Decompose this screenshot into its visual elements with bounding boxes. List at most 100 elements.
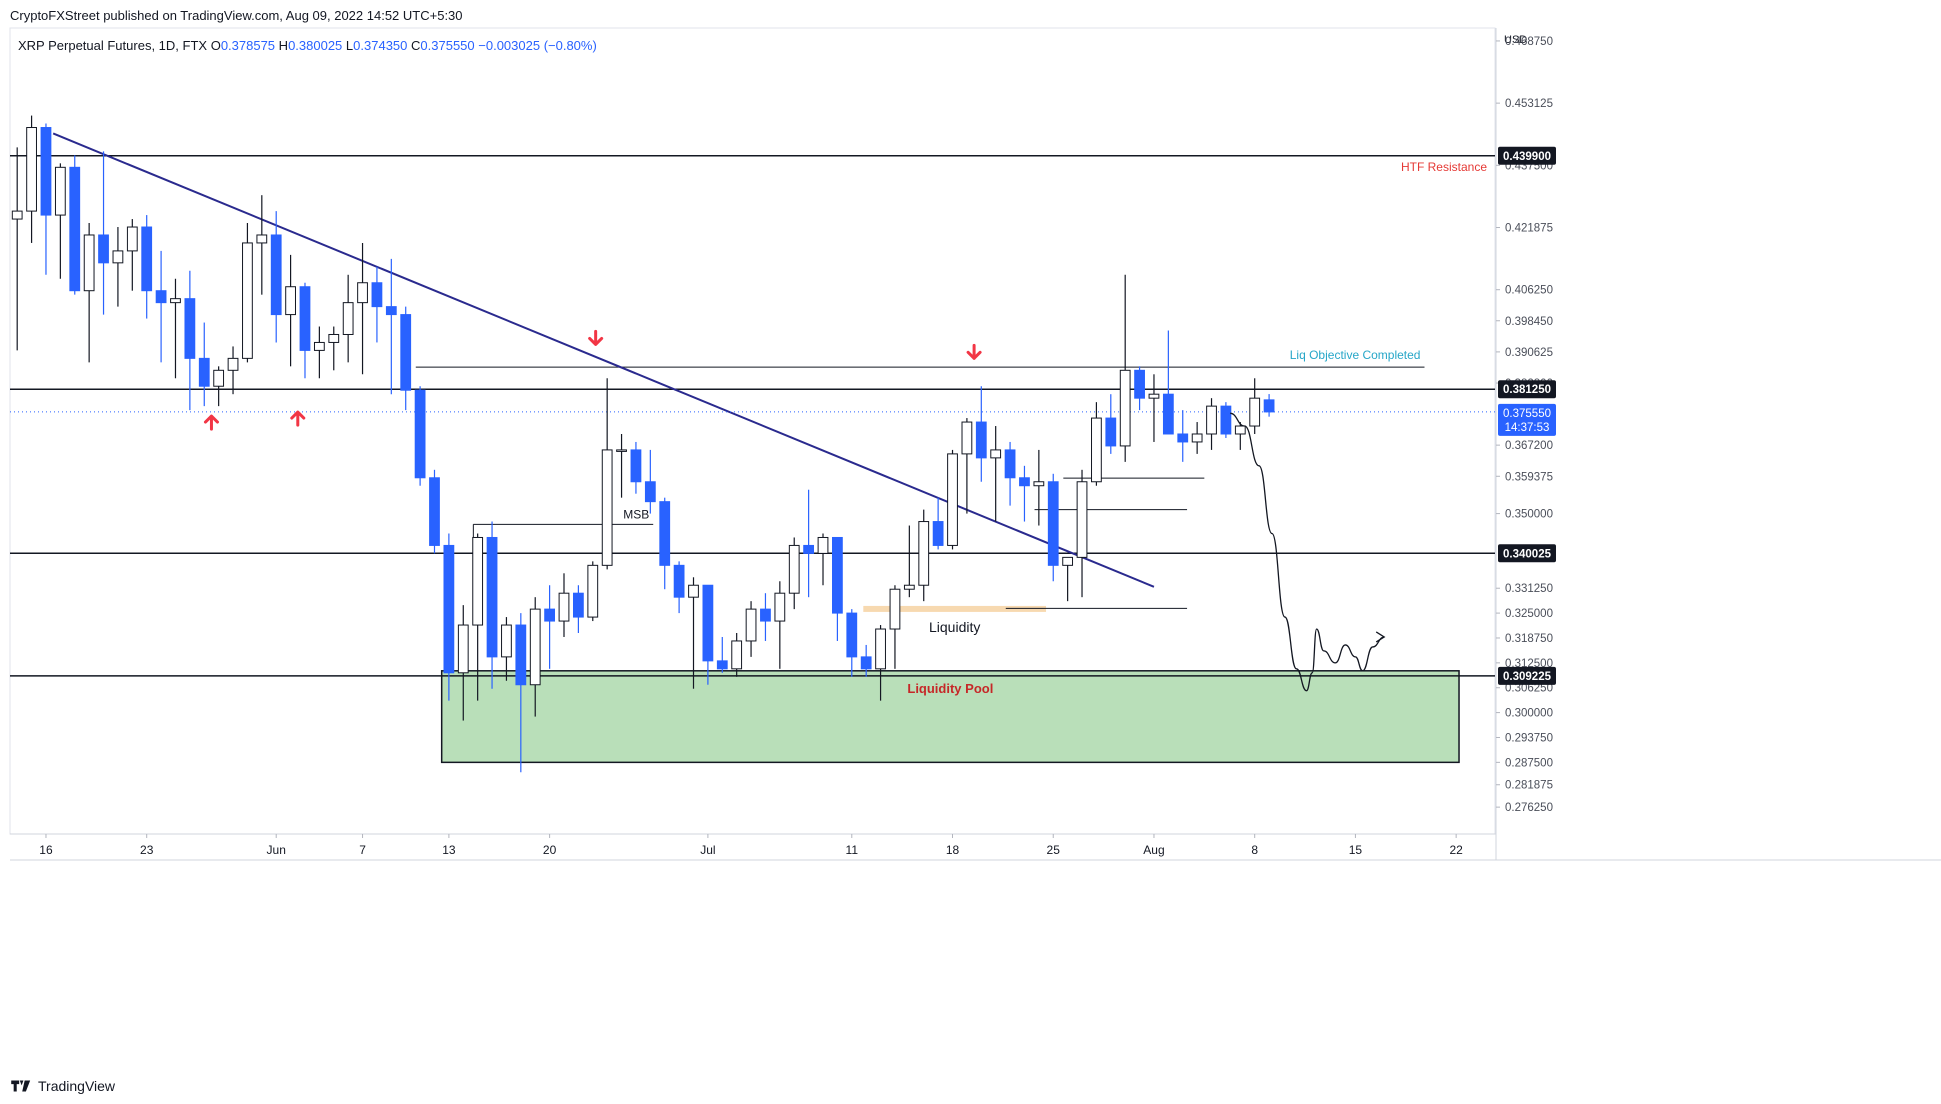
- candle-body: [702, 584, 714, 662]
- candle-body: [875, 628, 886, 670]
- candle: [83, 223, 95, 363]
- candle: [587, 561, 599, 622]
- low-value: 0.374350: [353, 38, 408, 53]
- candle: [1091, 402, 1102, 486]
- candle: [11, 147, 23, 351]
- candle-body: [688, 584, 699, 598]
- candle: [1134, 366, 1145, 411]
- candle-body: [961, 421, 973, 455]
- candle-body: [155, 290, 167, 304]
- candle: [990, 426, 1002, 522]
- y-tick-label: 0.281875: [1505, 780, 1553, 792]
- candle: [1177, 410, 1189, 462]
- up-arrow-icon: [203, 414, 219, 431]
- candle-body: [170, 298, 181, 304]
- candle: [472, 533, 484, 701]
- candle-body: [357, 282, 368, 304]
- candle: [256, 195, 268, 295]
- liq-objective-label: Liq Objective Completed: [1290, 348, 1421, 362]
- y-tick-label: 0.276250: [1505, 802, 1553, 814]
- candle: [1119, 274, 1131, 462]
- htf-resistance-label-bg: [1498, 146, 1556, 165]
- x-tick-label: 25: [1047, 843, 1061, 857]
- candle-body: [1019, 477, 1030, 487]
- htf-resistance-label: 0.439900: [1503, 151, 1551, 163]
- up-arrow-icon: [290, 410, 306, 427]
- open-label: O: [210, 38, 221, 53]
- candle: [54, 163, 66, 279]
- y-tick-label: 0.453125: [1505, 98, 1553, 110]
- candle: [889, 585, 901, 669]
- liquidity-label: Liquidity: [929, 619, 980, 635]
- candle: [702, 584, 714, 685]
- candle: [544, 585, 555, 669]
- price-chart[interactable]: USD0.4687500.4531250.4375000.4218750.406…: [0, 0, 1941, 1070]
- candle: [155, 250, 167, 363]
- candle: [385, 258, 397, 395]
- liquidity-pool-label: Liquidity Pool: [907, 681, 993, 696]
- candle-body: [141, 226, 153, 292]
- level-340-label-bg: [1498, 544, 1556, 563]
- y-tick-label: 0.406250: [1505, 285, 1553, 297]
- candle-body: [860, 656, 872, 670]
- candle-body: [472, 536, 484, 626]
- candle-body: [1206, 405, 1217, 435]
- candle-body: [1134, 369, 1145, 399]
- candle: [659, 497, 671, 590]
- candle: [112, 227, 124, 307]
- candle: [141, 215, 153, 319]
- candle-body: [184, 298, 196, 359]
- candle-body: [371, 282, 383, 308]
- candle-body: [414, 389, 426, 479]
- candle-body: [457, 624, 469, 674]
- candle-body: [429, 477, 440, 546]
- candle-body: [1177, 433, 1189, 443]
- projection-arrowhead-icon: [1375, 631, 1386, 643]
- candle-body: [889, 588, 901, 630]
- candle-body: [1062, 556, 1074, 566]
- candle: [1249, 378, 1261, 434]
- candle-body: [213, 369, 225, 387]
- candle-body: [760, 608, 771, 622]
- candle-body: [616, 449, 627, 452]
- htf-resistance-annotation: HTF Resistance: [1401, 160, 1487, 174]
- candle: [1105, 394, 1117, 454]
- candle: [285, 254, 296, 367]
- candle: [270, 211, 282, 343]
- candle: [414, 386, 426, 486]
- candle: [832, 536, 843, 641]
- candle-body: [558, 592, 570, 622]
- x-tick-label: Jun: [267, 843, 286, 857]
- candle: [1206, 398, 1217, 450]
- x-tick-label: 7: [359, 843, 366, 857]
- candle: [947, 449, 958, 550]
- candle-body: [98, 234, 109, 264]
- candle: [860, 644, 872, 677]
- candle: [1019, 465, 1030, 522]
- candle-body: [1047, 481, 1059, 566]
- candle: [227, 346, 239, 395]
- candle: [616, 433, 627, 498]
- candle-body: [1162, 393, 1174, 435]
- x-tick-label: 20: [543, 843, 557, 857]
- current-price-label-bg: [1498, 403, 1556, 436]
- candle-body: [832, 536, 843, 614]
- y-tick-label: 0.367200: [1505, 440, 1553, 452]
- y-tick-label: 0.287500: [1505, 757, 1553, 769]
- candle-body: [227, 357, 239, 371]
- candle: [601, 378, 613, 570]
- candle: [328, 326, 340, 371]
- level-340-label: 0.340025: [1503, 548, 1552, 560]
- projected-path: [1230, 412, 1385, 692]
- symbol-legend: XRP Perpetual Futures, 1D, FTX O0.378575…: [18, 38, 597, 53]
- candle-body: [544, 608, 555, 622]
- high-value: 0.380025: [288, 38, 343, 53]
- candle-body: [242, 242, 253, 359]
- candle: [817, 533, 829, 586]
- candle: [731, 633, 743, 677]
- level-309-label-bg: [1498, 666, 1556, 685]
- candle-body: [788, 544, 800, 594]
- candle: [803, 489, 815, 598]
- footer: TradingView: [10, 1078, 115, 1094]
- candle-body: [1119, 369, 1131, 447]
